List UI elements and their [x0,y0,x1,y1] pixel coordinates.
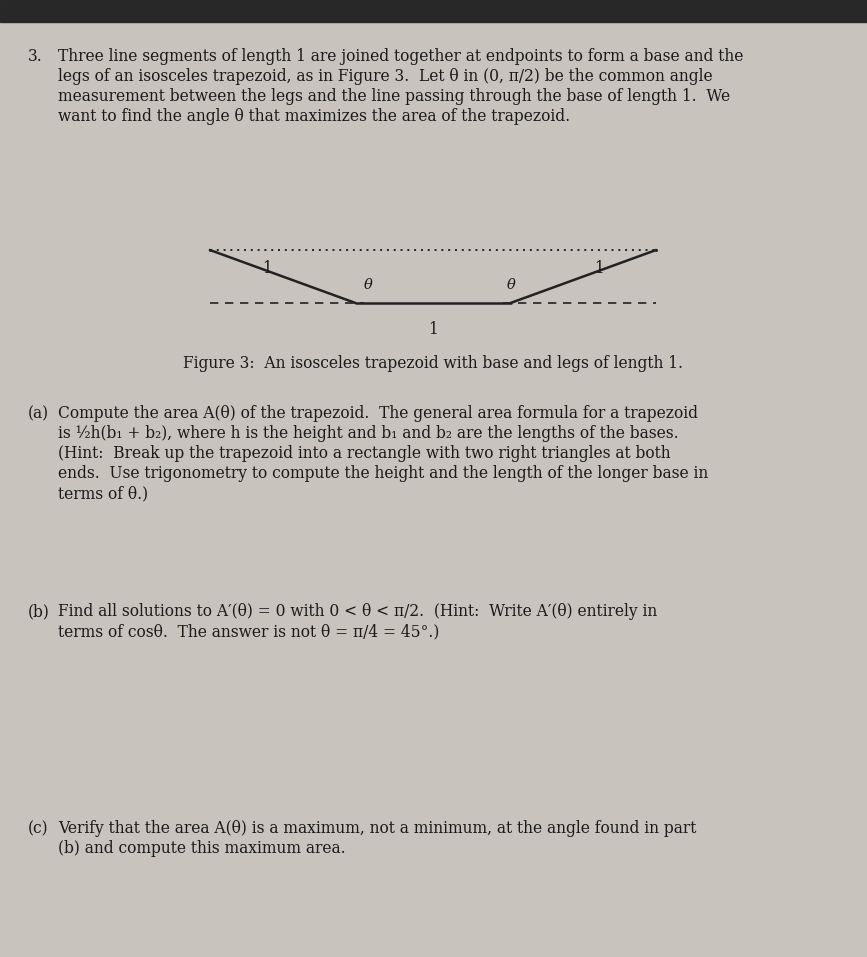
Text: θ: θ [506,278,515,292]
Bar [0,0,867,22]
Text: Compute the area A(θ) of the trapezoid.  The general area formula for a trapezoi: Compute the area A(θ) of the trapezoid. … [58,405,698,422]
Text: 3.: 3. [28,48,42,65]
Text: (b): (b) [28,603,50,620]
Text: Figure 3:  An isosceles trapezoid with base and legs of length 1.: Figure 3: An isosceles trapezoid with ba… [183,355,683,372]
Text: legs of an isosceles trapezoid, as in Figure 3.  Let θ in (0, π/2) be the common: legs of an isosceles trapezoid, as in Fi… [58,68,713,85]
Text: (a): (a) [28,405,49,422]
Text: Three line segments of length 1 are joined together at endpoints to form a base : Three line segments of length 1 are join… [58,48,743,65]
Text: 1: 1 [595,260,604,277]
Text: ends.  Use trigonometry to compute the height and the length of the longer base : ends. Use trigonometry to compute the he… [58,465,708,482]
Text: θ: θ [363,278,372,292]
Text: measurement between the legs and the line passing through the base of length 1. : measurement between the legs and the lin… [58,88,730,105]
Text: Find all solutions to A′(θ) = 0 with 0 < θ < π/2.  (Hint:  Write A′(θ) entirely : Find all solutions to A′(θ) = 0 with 0 <… [58,603,657,620]
Text: 1: 1 [428,321,438,338]
Text: want to find the angle θ that maximizes the area of the trapezoid.: want to find the angle θ that maximizes … [58,108,570,125]
Text: is ½h(b₁ + b₂), where h is the height and b₁ and b₂ are the lengths of the bases: is ½h(b₁ + b₂), where h is the height an… [58,425,679,442]
Text: terms of θ.): terms of θ.) [58,485,148,502]
Text: (b) and compute this maximum area.: (b) and compute this maximum area. [58,840,346,857]
Text: 1: 1 [262,260,271,277]
Text: terms of cosθ.  The answer is not θ = π/4 = 45°.): terms of cosθ. The answer is not θ = π/4… [58,623,440,640]
Text: (Hint:  Break up the trapezoid into a rectangle with two right triangles at both: (Hint: Break up the trapezoid into a rec… [58,445,671,462]
Text: Verify that the area A(θ) is a maximum, not a minimum, at the angle found in par: Verify that the area A(θ) is a maximum, … [58,820,696,837]
Text: (c): (c) [28,820,49,837]
